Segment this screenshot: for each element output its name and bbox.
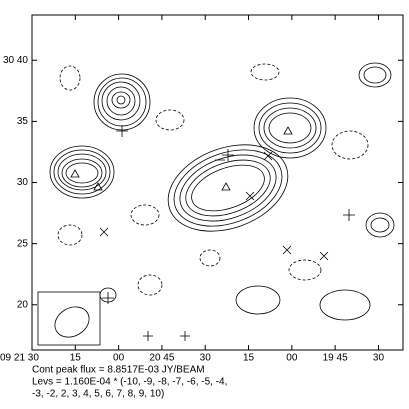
footer-line: Levs = 1.160E-04 * (-10, -9, -8, -7, -6,…: [32, 377, 227, 388]
y-tick-label: 30: [17, 177, 29, 188]
x-tick-label: 20 45: [149, 353, 174, 364]
y-tick-label: 20: [17, 299, 29, 310]
axes: 09 21 30 15 00 20 45 30 15 00 19 45 30 30 40 35 30 2…: [0, 15, 403, 364]
footer-line: Cont peak flux = 8.8517E-03 JY/BEAM: [32, 365, 205, 376]
y-tick-label: 25: [17, 238, 29, 249]
markers: [70, 125, 355, 341]
x-tick-label: 19 45: [323, 353, 348, 364]
y-tick-label: 30 40: [3, 55, 28, 66]
x-tick-label: 09 21 30: [0, 353, 39, 364]
x-tick-label: 30: [373, 353, 385, 364]
contours: [49, 62, 395, 321]
x-tick-label: 15: [243, 353, 255, 364]
x-tick-label: 30: [200, 353, 212, 364]
x-tick-label: 00: [286, 353, 298, 364]
x-tick-label: 00: [113, 353, 125, 364]
footer-line: -3, -2, 2, 3, 4, 5, 6, 7, 8, 9, 10): [32, 389, 164, 400]
y-tick-label: 35: [17, 116, 29, 127]
beam: [37, 291, 101, 346]
x-tick-label: 15: [70, 353, 82, 364]
